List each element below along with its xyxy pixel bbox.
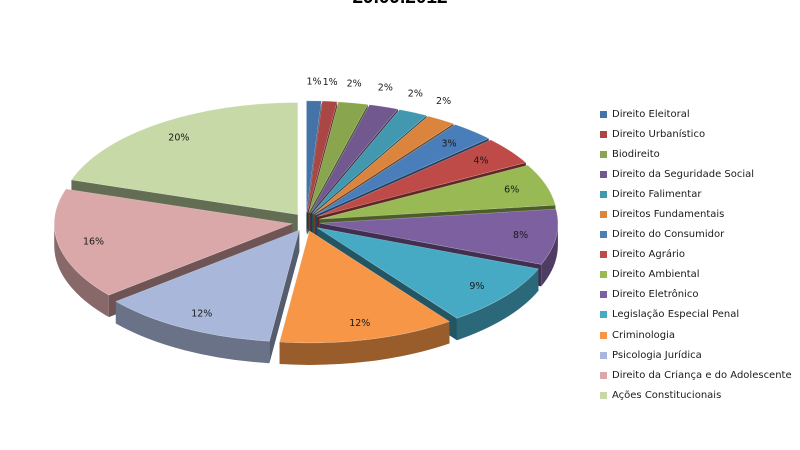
- legend-item-direito-falimentar: Direito Falimentar: [600, 184, 800, 204]
- legend-label: Direito Eletrônico: [612, 289, 699, 301]
- legend-swatch: [600, 110, 607, 118]
- legend-label: Criminologia: [612, 329, 675, 341]
- legend-label: Direito Falimentar: [612, 188, 702, 200]
- legend-item-direito-eleitoral: Direito Eleitoral: [600, 104, 800, 124]
- legend-item-biodireito: Biodireito: [600, 144, 800, 164]
- legend-swatch: [600, 371, 607, 379]
- legend-swatch: [600, 331, 607, 339]
- legend-item-direito-urbanistico: Direito Urbanístico: [600, 124, 800, 144]
- data-label-direitos-fundamentais: 2%: [436, 96, 451, 107]
- legend-swatch: [600, 271, 607, 279]
- legend-item-acoes-constitucionais: Ações Constitucionais: [600, 385, 800, 405]
- data-label-direito-urbanistico: 1%: [323, 77, 338, 88]
- legend-item-legislacao-especial-penal: Legislação Especial Penal: [600, 305, 800, 325]
- legend-label: Direito Eleitoral: [612, 108, 690, 120]
- data-label-legislacao-especial-penal: 9%: [469, 281, 484, 292]
- data-label-psicologia-juridica: 12%: [191, 309, 212, 320]
- data-label-direito-falimentar: 2%: [408, 88, 423, 99]
- legend-swatch: [600, 291, 607, 299]
- data-label-acoes-constitucionais: 20%: [168, 133, 189, 144]
- legend-swatch: [600, 391, 607, 399]
- data-label-direito-ambiental: 6%: [504, 185, 519, 196]
- legend-swatch: [600, 251, 607, 259]
- legend-swatch: [600, 130, 607, 138]
- legend-swatch: [600, 150, 607, 158]
- data-label-criminologia: 12%: [349, 318, 370, 329]
- legend-swatch: [600, 311, 607, 319]
- data-label-biodireito: 2%: [347, 79, 362, 90]
- legend-label: Biodireito: [612, 148, 660, 160]
- data-label-direito-da-crianca-e-do-adolescente: 16%: [83, 237, 104, 248]
- legend-label: Direito Agrário: [612, 249, 685, 261]
- legend-label: Direito Ambiental: [612, 269, 700, 281]
- pie-slice-psicologia-juridica: [115, 229, 300, 364]
- pie-slice-criminologia: [279, 230, 451, 365]
- legend-item-criminologia: Criminologia: [600, 325, 800, 345]
- legend-label: Psicologia Jurídica: [612, 349, 702, 361]
- legend-item-direito-agrario: Direito Agrário: [600, 245, 800, 265]
- legend-item-direito-ambiental: Direito Ambiental: [600, 265, 800, 285]
- legend-swatch: [600, 211, 607, 219]
- legend-label: Direito da Criança e do Adolescente: [612, 369, 792, 381]
- legend-swatch: [600, 170, 607, 178]
- legend-swatch: [600, 351, 607, 359]
- chart-legend: Direito Eleitoral Direito Urbanístico Biod…: [600, 104, 800, 405]
- legend-item-direitos-fundamentais: Direitos Fundamentais: [600, 204, 800, 224]
- legend-item-psicologia-juridica: Psicologia Jurídica: [600, 345, 800, 365]
- legend-label: Direito da Seguridade Social: [612, 168, 755, 180]
- data-label-direito-agrario: 4%: [473, 156, 488, 167]
- chart-title: 29.09.2012: [0, 0, 800, 9]
- legend-item-direito-da-seguridade-social: Direito da Seguridade Social: [600, 164, 800, 184]
- data-label-direito-eleitoral: 1%: [307, 77, 322, 88]
- legend-item-direito-do-consumidor: Direito do Consumidor: [600, 225, 800, 245]
- data-label-direito-da-seguridade-social: 2%: [378, 83, 393, 94]
- data-label-direito-eletronico: 8%: [513, 230, 528, 241]
- pie-chart: 1% 1% 2% 2% 2% 2% 3% 4% 6% 8% 9% 12% 12% 16% 20%: [53, 77, 559, 365]
- legend-swatch: [600, 231, 607, 239]
- legend-item-direito-da-crianca-e-do-adolescente: Direito da Criança e do Adolescente: [600, 365, 800, 385]
- legend-label: Direito do Consumidor: [612, 229, 725, 241]
- legend-label: Direitos Fundamentais: [612, 209, 725, 221]
- legend-item-direito-eletronico: Direito Eletrônico: [600, 285, 800, 305]
- data-label-direito-do-consumidor: 3%: [442, 139, 457, 150]
- legend-label: Legislação Especial Penal: [612, 309, 740, 321]
- legend-label: Direito Urbanístico: [612, 128, 706, 140]
- legend-label: Ações Constitucionais: [612, 389, 722, 401]
- legend-swatch: [600, 190, 607, 198]
